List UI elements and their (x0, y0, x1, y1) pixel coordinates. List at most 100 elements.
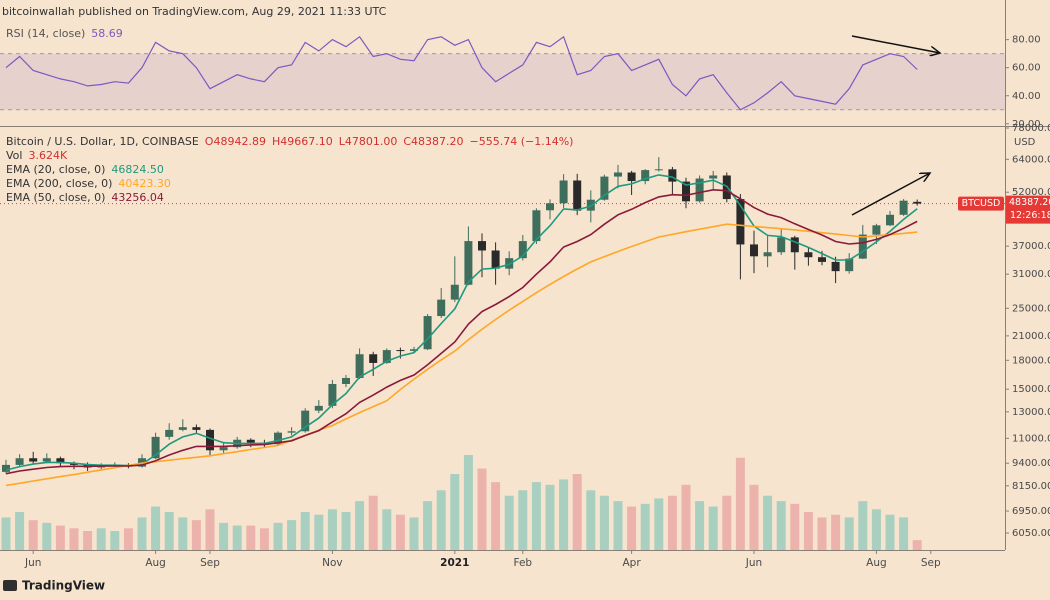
volume-bar (831, 514, 841, 550)
volume-bar (1, 517, 11, 550)
candle-body (736, 199, 745, 245)
legend-text: EMA (20, close, 0) (6, 163, 105, 176)
candle-body (546, 203, 554, 211)
legend-text: 40423.30 (118, 177, 171, 190)
candle-body (668, 169, 677, 182)
volume-bar (314, 514, 324, 550)
y-tick-label: 6050.00 (1012, 528, 1050, 539)
volume-bar (518, 490, 528, 550)
candle-body (872, 225, 881, 235)
price-pane: 78000.00 64000.00 52000.00 37000.00 31000.00… (0, 123, 1050, 569)
candle-body (342, 377, 350, 384)
candle-body (614, 172, 622, 177)
candle-body (654, 169, 663, 171)
candle-body (627, 172, 636, 182)
volume-bar (300, 512, 310, 550)
x-tick-label: Nov (322, 557, 343, 569)
volume-bar (96, 528, 106, 550)
volume-bar (477, 468, 487, 550)
price-unit: USD (1014, 137, 1036, 148)
candle-body (29, 458, 38, 462)
ema-line (5, 223, 918, 487)
header: bitcoinwallah published on TradingView.c… (2, 5, 387, 18)
legend-text: H49667.10 (272, 135, 333, 148)
volume-bar (858, 501, 868, 550)
volume-bar (885, 514, 895, 550)
volume-bar (205, 509, 215, 550)
volume-bar (42, 522, 52, 550)
volume-bar (232, 525, 242, 550)
y-tick-label: 37000.00 (1012, 241, 1050, 252)
annotation-arrow (851, 173, 930, 216)
candle-body (192, 427, 201, 430)
volume-bar (137, 517, 147, 550)
volume-bar (899, 517, 909, 550)
y-tick-label: 40.00 (1012, 91, 1041, 102)
volume-bar (695, 501, 705, 550)
volume-bar (191, 520, 201, 550)
legend-text: RSI (14, close) (6, 27, 85, 40)
volume-bar (395, 514, 405, 550)
price-tag-symbol: BTCUSD (962, 198, 1001, 209)
candle-body (2, 464, 10, 472)
volume-bar (341, 512, 351, 550)
legend-text: −555.74 (−1.14%) (470, 135, 574, 148)
y-tick-label: 11000.00 (1012, 433, 1050, 444)
candle-body (913, 201, 922, 204)
candle-body (15, 458, 24, 465)
candle-body (382, 350, 391, 363)
y-tick-label: 15000.00 (1012, 384, 1050, 395)
candle-body (858, 234, 867, 259)
y-tick-label: 18000.00 (1012, 355, 1050, 366)
candle-body (178, 427, 187, 430)
volume-bar (749, 484, 759, 550)
candle-body (709, 175, 718, 179)
volume-bar (681, 484, 691, 550)
volume-bar (327, 509, 337, 550)
candle-body (464, 241, 473, 285)
candle-body (600, 176, 609, 200)
volume-bar (599, 495, 609, 550)
volume-bar (368, 495, 378, 550)
volume-bar (735, 457, 745, 550)
y-tick-label: 8150.00 (1012, 481, 1050, 492)
volume-bar (627, 506, 637, 550)
volume-bar (355, 501, 365, 550)
candle-body (573, 180, 582, 211)
candle-body (777, 237, 786, 253)
legend-text: 43256.04 (111, 191, 164, 204)
candle-body (151, 436, 160, 459)
volume-bar (640, 503, 650, 550)
volume-bar (722, 495, 732, 550)
price-tag-box (1006, 195, 1050, 224)
volume-bar (151, 506, 161, 550)
candle-body (532, 210, 541, 242)
candle-body (682, 181, 690, 202)
x-tick-label: 2021 (440, 557, 469, 569)
ema-line (5, 188, 918, 475)
ema-line (5, 174, 918, 471)
candle-body (42, 458, 51, 462)
logo-icon (3, 580, 17, 591)
volume-bar (586, 490, 596, 550)
volume-bar (273, 522, 283, 550)
legend-text: 46824.50 (111, 163, 164, 176)
footer-brand: TradingView (22, 579, 105, 593)
volume-bar (531, 482, 541, 550)
rsi-band (0, 53, 1005, 110)
volume-bar (817, 517, 827, 550)
rsi-pane: 80.00 60.00 40.00 20.00 RSI (14, close) 58.69 (0, 27, 1041, 130)
candle-body (206, 429, 214, 451)
candle-body (831, 261, 840, 272)
volume-bar (667, 495, 677, 550)
volume-bar (844, 517, 854, 550)
volume-bar (912, 540, 922, 550)
candle-body (559, 180, 568, 204)
candle-body (586, 199, 595, 211)
y-tick-label: 80.00 (1012, 35, 1041, 46)
volume-bar (164, 512, 174, 550)
volume-bar (287, 520, 297, 550)
volume-bar (15, 512, 25, 550)
legend-text: C48387.20 (403, 135, 463, 148)
